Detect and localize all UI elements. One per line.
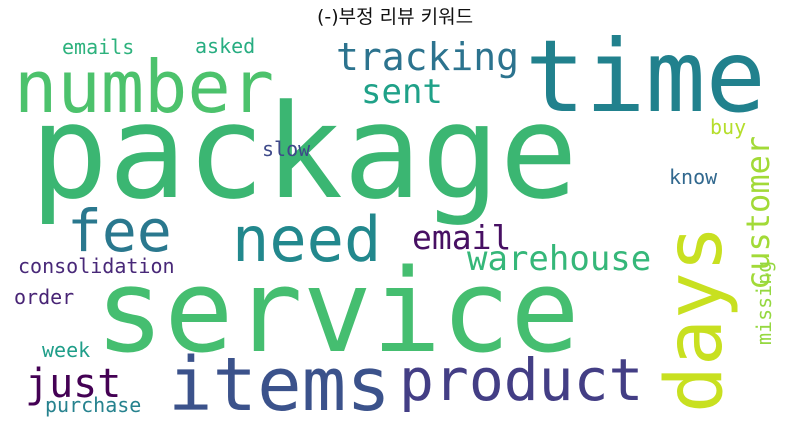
word-time: time: [525, 30, 766, 135]
word-product: product: [399, 346, 644, 414]
word-week: week: [42, 338, 91, 362]
word-missing: missing: [752, 260, 776, 345]
word-slow: slow: [262, 137, 311, 161]
word-items: items: [168, 342, 391, 425]
word-know: know: [669, 165, 718, 189]
word-package: package: [30, 76, 578, 228]
word-fee: fee: [67, 197, 172, 265]
chart-title: (-)부정 리뷰 키워드: [316, 6, 474, 28]
word-warehouse: warehouse: [467, 239, 652, 279]
word-emails: emails: [62, 35, 135, 59]
word-purchase: purchase: [45, 393, 142, 417]
word-order: order: [14, 285, 75, 309]
word-just: just: [25, 361, 122, 407]
word-number: number: [14, 45, 275, 129]
word-need: need: [232, 203, 382, 276]
word-days: days: [650, 225, 740, 413]
word-consolidation: consolidation: [18, 254, 175, 278]
word-cloud: package service time number items produc…: [10, 30, 780, 425]
word-sent: sent: [361, 72, 443, 112]
word-buy: buy: [710, 115, 747, 139]
word-service: service: [95, 245, 580, 379]
word-email: email: [412, 218, 512, 257]
word-tracking: tracking: [336, 35, 520, 79]
word-asked: asked: [195, 34, 256, 58]
